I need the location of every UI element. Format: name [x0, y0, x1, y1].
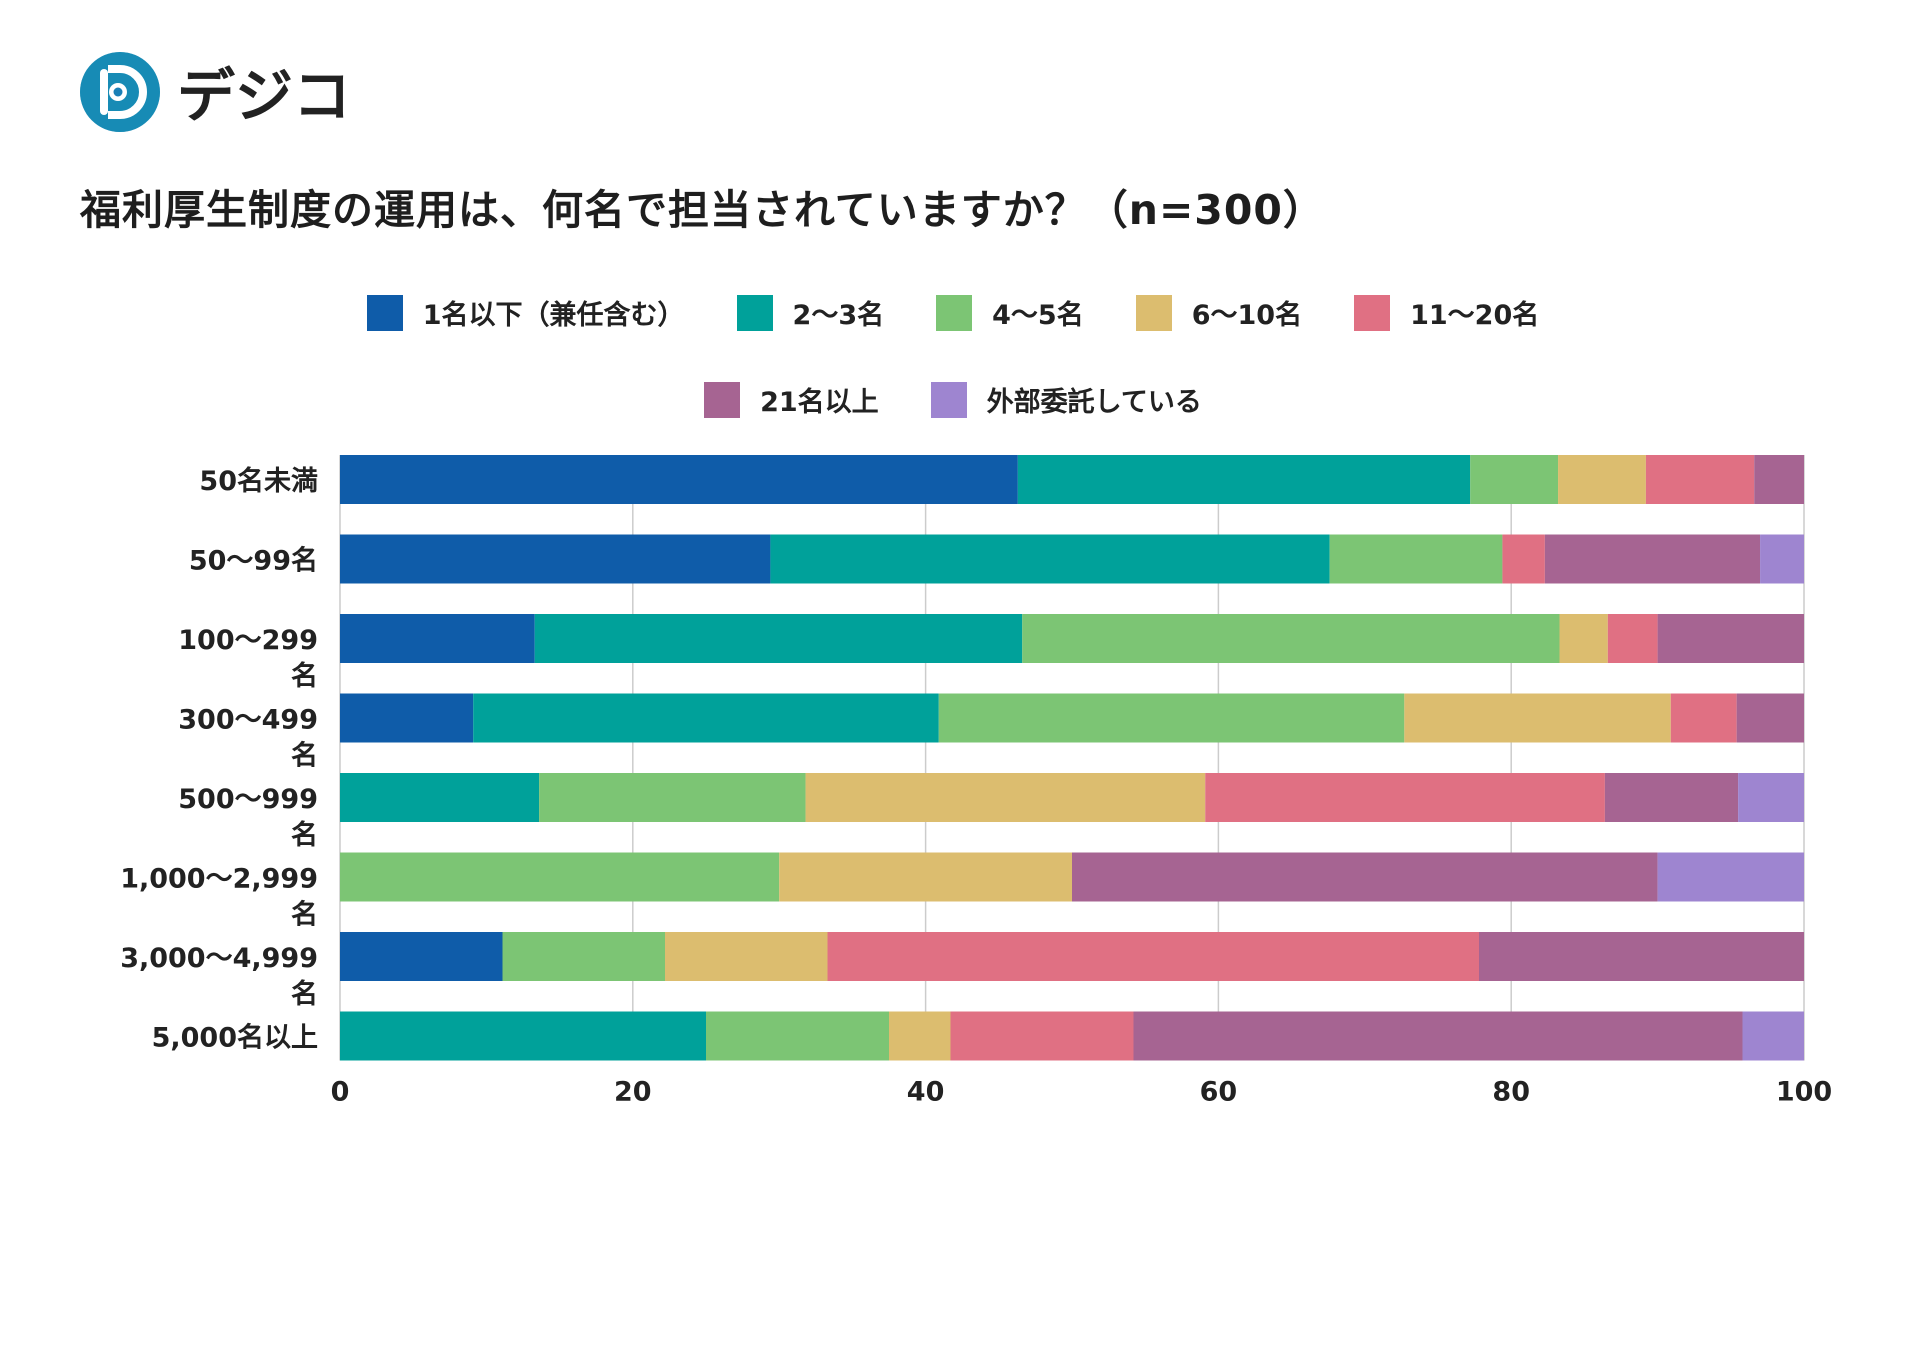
bar-segment: 5,000名以上 / 6〜10名: 4.2 — [889, 1011, 951, 1061]
bar-segment: 5,000名以上 / 4〜5名: 12.5 — [706, 1011, 889, 1061]
x-tick-label: 20 — [614, 1077, 652, 1108]
bar-segment: 50名未満 / 11〜20名: 7.4 — [1645, 455, 1755, 504]
legend-item: 21名以上 — [704, 380, 879, 419]
digico-logo-icon: デジコ — [80, 52, 351, 132]
bar-segment: 50名未満 / 1名以下（兼任含む）: 46.3 — [340, 455, 1018, 504]
bar-segment: 50〜99名 / 11〜20名: 2.9 — [1502, 534, 1545, 584]
bar-segment: 50名未満 / 21名以上: 3.4 — [1754, 455, 1804, 504]
legend-item: 1名以下（兼任含む） — [366, 293, 685, 332]
legend-swatch — [930, 381, 967, 418]
chart-title: 福利厚生制度の運用は、何名で担当されていますか？（n=300） — [80, 186, 1325, 234]
legend-label: 11〜20名 — [1410, 300, 1540, 331]
legend-swatch — [1354, 294, 1391, 331]
bar-segment: 50〜99名 / 2〜3名: 38.2 — [770, 534, 1330, 584]
bar-segment: 5,000名以上 / 11〜20名: 12.5 — [950, 1011, 1134, 1061]
brand-name: デジコ — [177, 62, 351, 130]
category-label: 300〜499 名 — [178, 705, 318, 772]
legend-label: 6〜10名 — [1191, 300, 1303, 331]
legend-item: 2〜3名 — [736, 293, 885, 332]
bar-segment: 50〜99名 / 21名以上: 14.7 — [1544, 534, 1761, 584]
legend-item: 外部委託している — [930, 380, 1202, 419]
category-label: 5,000名以上 — [152, 1022, 318, 1054]
legend-swatch — [736, 294, 773, 331]
brand-logo: デジコ — [80, 52, 380, 142]
legend-swatch — [366, 294, 403, 331]
bar-segment: 5,000名以上 / 2〜3名: 25 — [340, 1011, 706, 1061]
x-tick-label: 0 — [331, 1077, 350, 1108]
legend-label: 21名以上 — [760, 387, 879, 418]
legend-item: 6〜10名 — [1135, 293, 1303, 332]
x-tick-label: 40 — [907, 1077, 945, 1108]
bar-segment: 50〜99名 / 4〜5名: 11.8 — [1329, 534, 1503, 584]
bar-segment: 50〜99名 / 外部委託している: 3 — [1760, 534, 1804, 584]
category-label: 3,000〜4,999 名 — [120, 943, 318, 1010]
legend-item: 11〜20名 — [1354, 293, 1539, 332]
legend-label: 2〜3名 — [792, 300, 885, 331]
category-label: 500〜999 名 — [178, 784, 318, 851]
x-tick-label: 100 — [1776, 1077, 1832, 1108]
legend-label: 1名以下（兼任含む） — [422, 300, 685, 331]
x-tick-label: 80 — [1492, 1077, 1530, 1108]
category-labels: 50名未満 50〜99名 100〜299 名 300〜499 名 500〜999 名 1,000… — [120, 465, 318, 1054]
legend-row-1: 1名以下（兼任含む） 2〜3名 4〜5名 6〜10名 11〜20名 — [0, 293, 1906, 332]
legend-label: 4〜5名 — [992, 300, 1084, 331]
bar-series: 50名未満 / 1名以下（兼任含む）: 46.350名未満 / 2〜3名: 30… — [340, 455, 1804, 1061]
category-label: 50名未満 — [199, 465, 318, 497]
legend-swatch — [1135, 294, 1172, 331]
bar-segment: 50名未満 / 4〜5名: 6 — [1470, 455, 1559, 504]
bar-segment: 50名未満 / 2〜3名: 30.9 — [1017, 455, 1471, 504]
bar-segment: 50〜99名 / 1名以下（兼任含む）: 29.4 — [340, 534, 771, 584]
legend-item: 4〜5名 — [936, 293, 1084, 332]
legend-swatch — [704, 381, 741, 418]
category-label: 1,000〜2,999 名 — [120, 864, 318, 931]
x-tick-label: 60 — [1200, 1077, 1238, 1108]
x-axis-ticks: 0 20 40 60 80 100 — [331, 1077, 1833, 1108]
bar-segment: 50名未満 / 6〜10名: 6 — [1558, 455, 1646, 504]
bar-segment: 5,000名以上 / 21名以上: 41.6 — [1133, 1011, 1743, 1061]
legend-swatch — [936, 294, 973, 331]
bar-segment: 5,000名以上 / 外部委託している: 4.2 — [1742, 1011, 1804, 1061]
legend-label: 外部委託している — [986, 387, 1202, 418]
legend-row-2: 21名以上 外部委託している — [0, 380, 1906, 419]
category-label: 100〜299 名 — [178, 625, 318, 692]
category-label: 50〜99名 — [189, 545, 318, 577]
